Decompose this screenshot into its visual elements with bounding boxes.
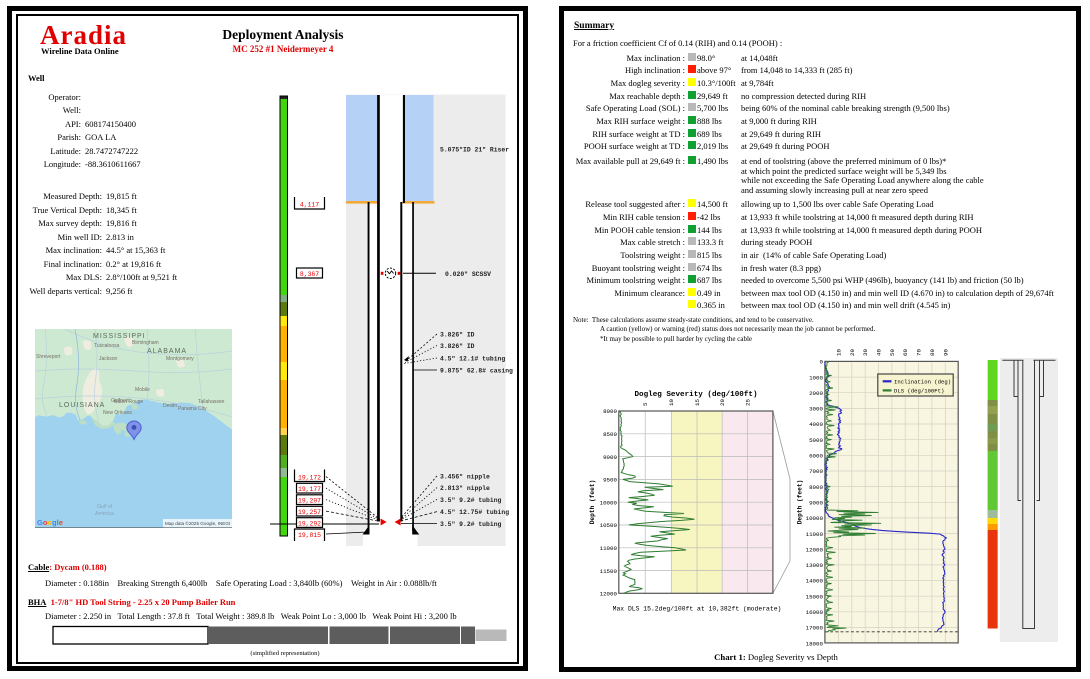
svg-text:Montgomery: Montgomery [166,356,194,362]
svg-text:Jackson: Jackson [99,356,118,362]
svg-text:3000: 3000 [809,406,823,413]
svg-text:Baton Rouge: Baton Rouge [114,399,143,405]
svg-text:DLS (deg/100Ft): DLS (deg/100Ft) [894,387,944,394]
svg-text:9000: 9000 [809,500,823,507]
svg-text:25: 25 [744,399,751,406]
svg-text:3.826" ID: 3.826" ID [440,332,475,339]
svg-text:7000: 7000 [809,468,823,475]
svg-text:5: 5 [642,402,649,406]
svg-text:MISSISSIPPI: MISSISSIPPI [93,333,146,340]
svg-text:14000: 14000 [806,578,824,585]
svg-text:Panama City: Panama City [178,406,207,412]
svg-text:10: 10 [836,349,843,356]
svg-text:3.456" nipple: 3.456" nipple [440,473,490,480]
svg-text:Shreveport: Shreveport [36,354,61,360]
svg-text:0: 0 [820,359,824,366]
svg-text:8,367: 8,367 [300,271,319,278]
svg-text:Gulfport: Gulfport [111,398,129,404]
svg-text:Google: Google [37,518,63,527]
svg-text:Destin: Destin [163,403,177,409]
svg-text:17000: 17000 [806,625,824,632]
svg-text:10: 10 [668,399,675,406]
svg-text:80: 80 [929,349,936,356]
svg-text:20: 20 [849,349,856,356]
svg-text:8500: 8500 [603,431,617,438]
svg-text:3.5" 9.2# tubing: 3.5" 9.2# tubing [440,521,502,528]
svg-text:8000: 8000 [603,408,617,415]
svg-text:4,117: 4,117 [300,202,319,209]
svg-text:12000: 12000 [806,546,824,553]
svg-text:20: 20 [719,399,726,406]
svg-text:15: 15 [694,399,701,406]
svg-text:10000: 10000 [600,499,618,506]
svg-text:3.5" 9.2# tubing: 3.5" 9.2# tubing [440,497,502,504]
svg-text:12000: 12000 [600,591,618,598]
svg-text:Tallahassee: Tallahassee [198,399,225,405]
svg-text:2000: 2000 [809,390,823,397]
svg-text:16000: 16000 [806,609,824,616]
svg-text:70: 70 [916,349,923,356]
svg-text:Max DLS 15.2deg/100ft at 10,38: Max DLS 15.2deg/100ft at 10,382ft (moder… [613,606,782,613]
svg-text:50: 50 [889,349,896,356]
svg-text:15000: 15000 [806,593,824,600]
svg-text:9000: 9000 [603,454,617,461]
svg-text:1000: 1000 [809,374,823,381]
svg-text:19,207: 19,207 [298,497,321,504]
svg-text:Birmingham: Birmingham [132,340,159,346]
svg-text:9500: 9500 [603,477,617,484]
svg-text:6000: 6000 [809,453,823,460]
svg-text:10500: 10500 [600,522,618,529]
svg-text:5.075"ID 21" Riser: 5.075"ID 21" Riser [440,147,509,154]
svg-text:11500: 11500 [600,568,618,575]
svg-text:60: 60 [902,349,909,356]
svg-text:19,172: 19,172 [298,474,321,481]
svg-text:America: America [95,511,114,517]
svg-text:LOUISIANA: LOUISIANA [59,402,105,409]
svg-text:Depth (feet): Depth (feet) [589,480,596,525]
svg-text:ALABAMA: ALABAMA [147,348,187,355]
svg-text:19,815: 19,815 [298,532,321,539]
svg-text:30: 30 [862,349,869,356]
svg-text:11000: 11000 [600,545,618,552]
svg-text:13000: 13000 [806,562,824,569]
svg-text:8000: 8000 [809,484,823,491]
svg-text:5000: 5000 [809,437,823,444]
svg-text:90: 90 [942,349,949,356]
svg-text:11000: 11000 [806,531,824,538]
svg-text:Gulf of: Gulf of [97,504,113,510]
svg-text:Mobile: Mobile [135,387,150,393]
svg-text:19,177: 19,177 [298,486,321,493]
svg-text:4000: 4000 [809,421,823,428]
svg-text:10000: 10000 [806,515,824,522]
svg-text:3.826" ID: 3.826" ID [440,343,475,350]
svg-text:4.5" 12.1# tubing: 4.5" 12.1# tubing [440,356,505,363]
svg-text:4.5" 12.75# tubing: 4.5" 12.75# tubing [440,509,509,516]
svg-text:0.020" SCSSV: 0.020" SCSSV [445,271,491,278]
svg-text:Tuscaloosa: Tuscaloosa [94,343,120,349]
svg-text:19,257: 19,257 [298,509,321,516]
svg-text:Dogleg Severity (deg/100ft): Dogleg Severity (deg/100ft) [634,391,757,399]
svg-text:Map data ©2025 Google, INEGI: Map data ©2025 Google, INEGI [165,520,230,526]
svg-text:9.875" 62.8# casing: 9.875" 62.8# casing [440,368,513,375]
svg-text:Inclination (deg): Inclination (deg) [894,378,951,385]
svg-text:18000: 18000 [806,640,824,647]
svg-text:New Orleans: New Orleans [103,410,132,416]
svg-text:2.813" nipple: 2.813" nipple [440,485,490,492]
svg-text:40: 40 [876,349,883,356]
svg-text:Depth (feet): Depth (feet) [797,480,804,525]
svg-text:19,292: 19,292 [298,520,321,527]
